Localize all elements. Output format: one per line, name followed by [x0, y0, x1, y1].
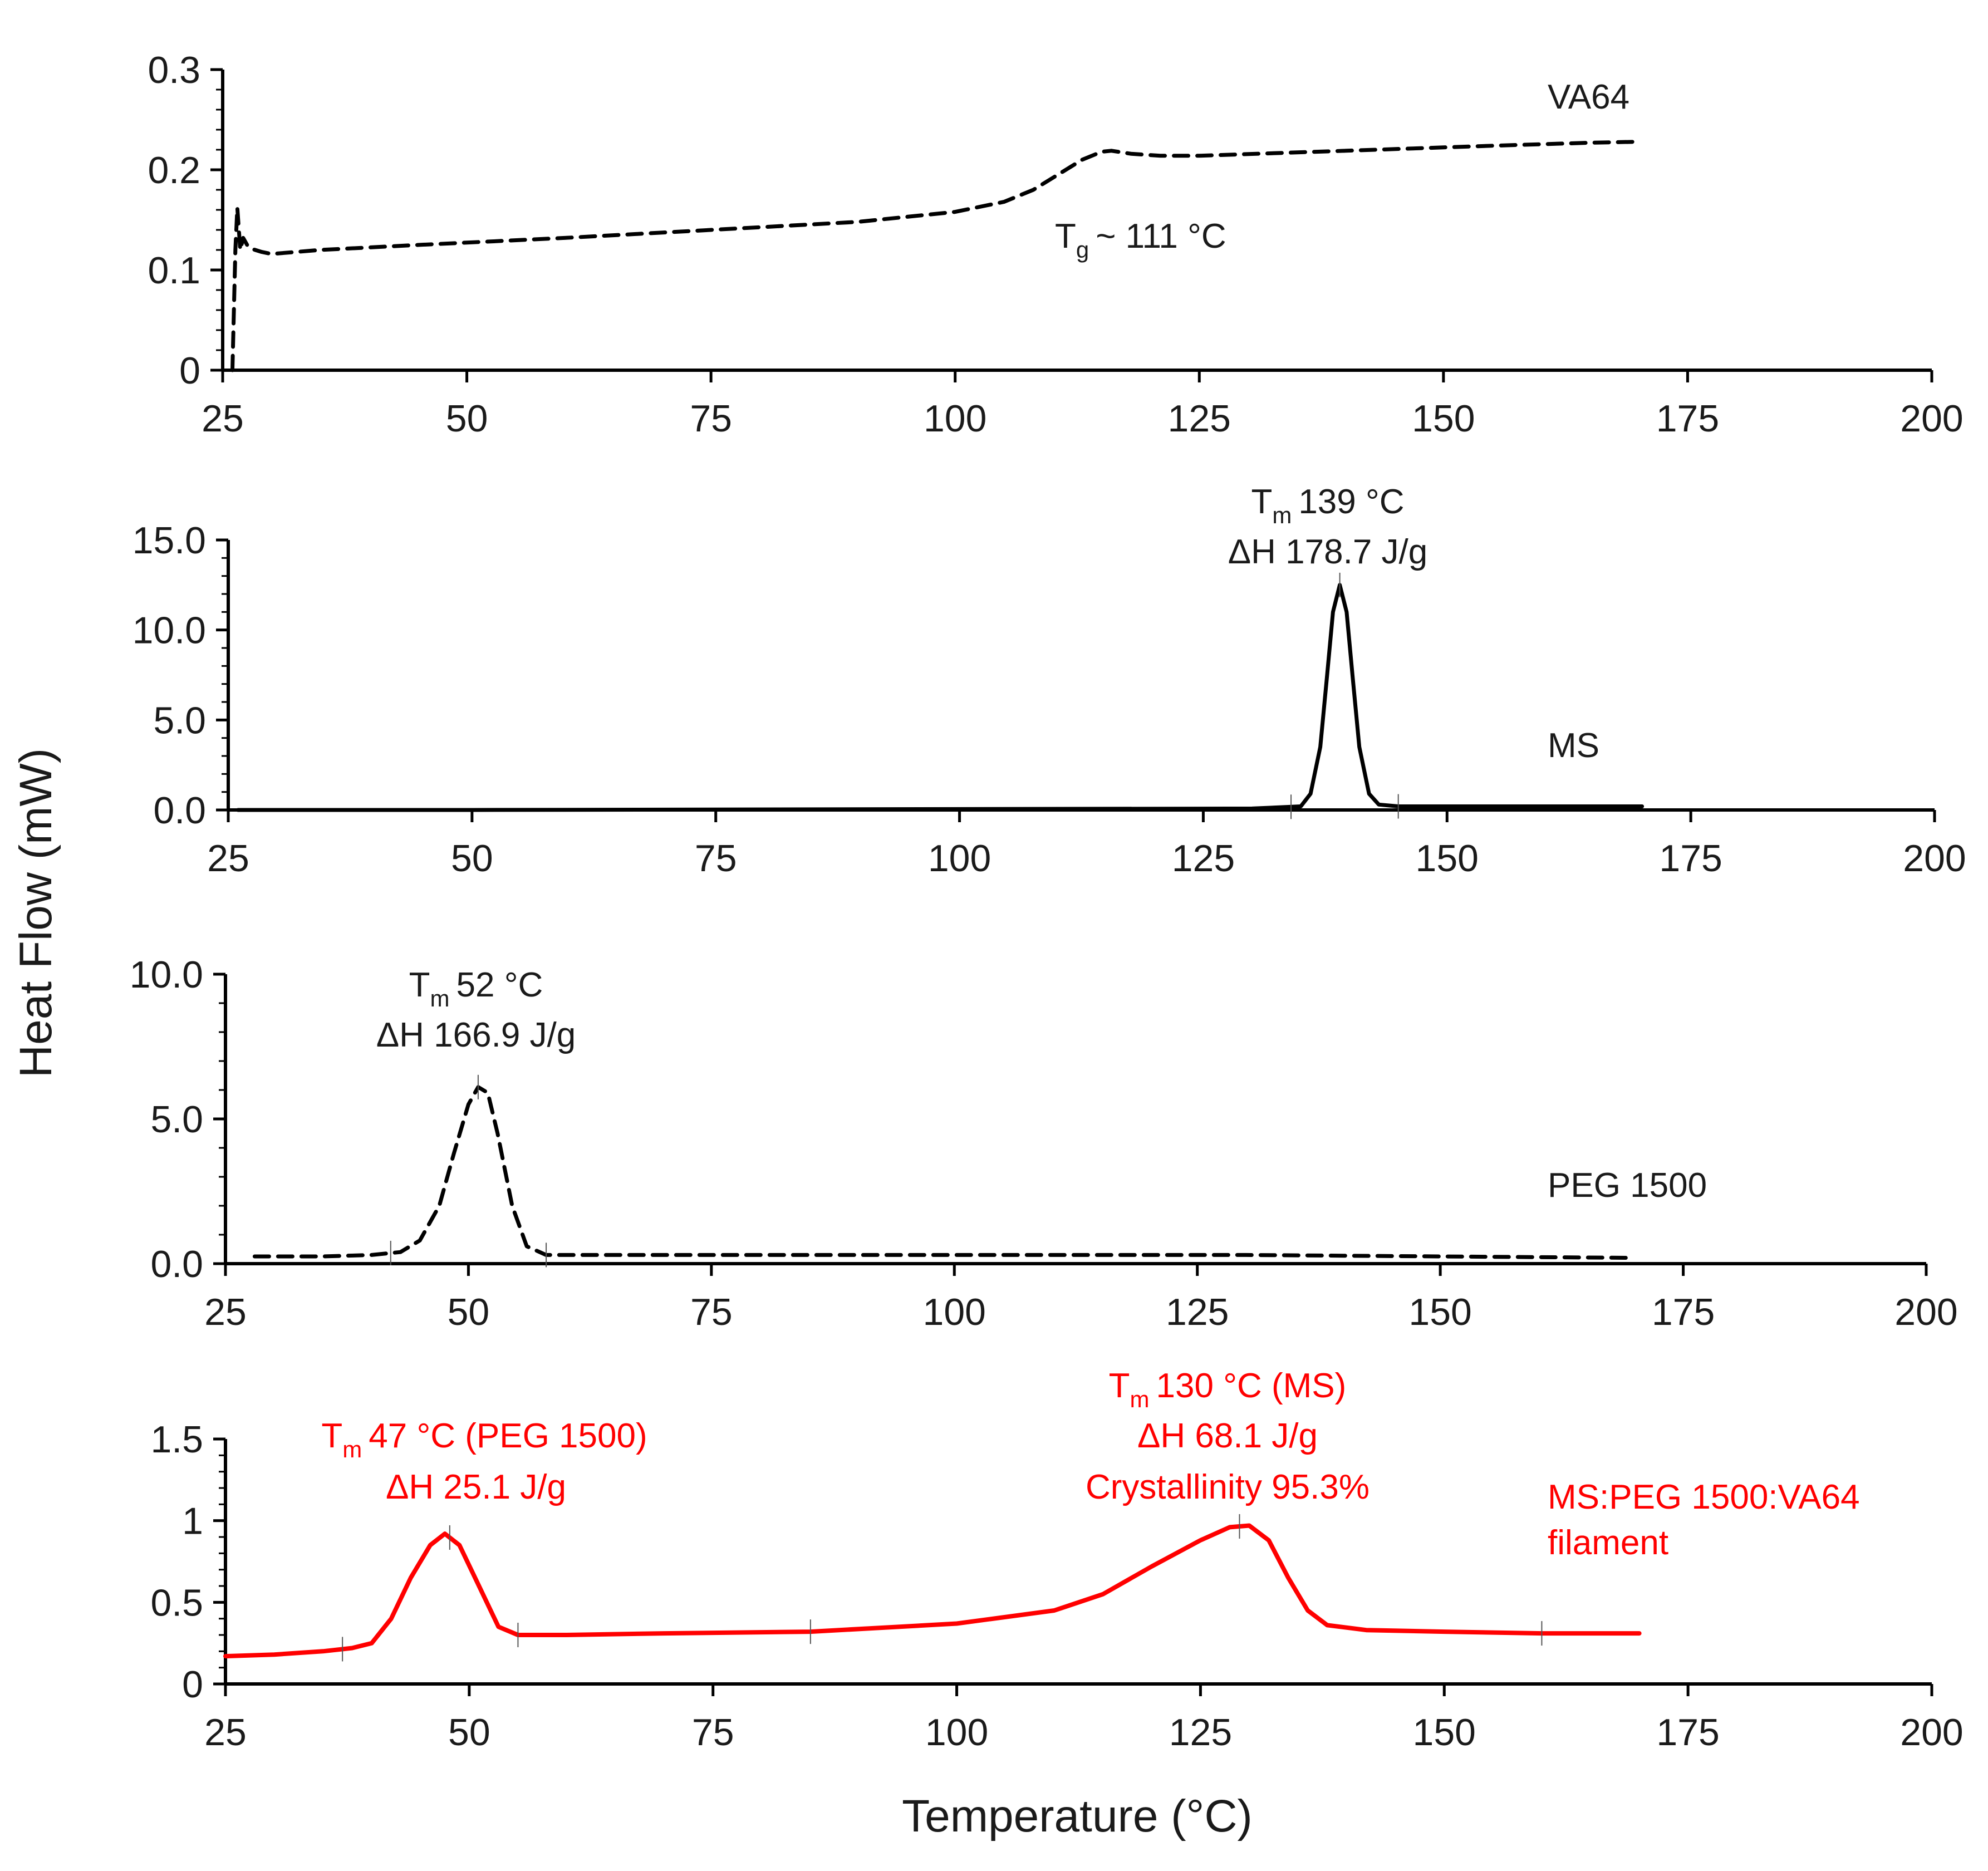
- annotation-fil-ms-tm: Tm 130 °C (MS): [1109, 1367, 1347, 1412]
- x-tick-label: 75: [692, 1711, 734, 1754]
- x-tick-label: 25: [204, 1291, 247, 1333]
- x-tick-label: 200: [1903, 837, 1966, 880]
- y-tick-label: 5.0: [150, 1098, 203, 1141]
- y-tick-label: 15.0: [132, 519, 206, 562]
- x-tick-label: 175: [1659, 837, 1722, 880]
- y-tick-label: 0.5: [150, 1582, 203, 1624]
- series-line: [236, 583, 1645, 812]
- annotation-fil-peg-dh: ΔH 25.1 J/g: [386, 1468, 566, 1506]
- x-tick-label: 50: [448, 1291, 490, 1333]
- x-tick-label: 75: [695, 837, 737, 880]
- annotation-fil-crystallinity: Crystallinity 95.3%: [1086, 1468, 1369, 1506]
- y-axis-title: Heat Flow (mW): [11, 748, 61, 1078]
- x-tick-label: 100: [925, 1711, 988, 1754]
- x-axis-title: Temperature (°C): [902, 1791, 1253, 1841]
- x-tick-label: 200: [1900, 397, 1963, 440]
- y-tick-label: 0: [179, 350, 200, 392]
- x-tick-label: 25: [207, 837, 249, 880]
- x-tick-label: 175: [1656, 397, 1719, 440]
- series-label-ms: MS: [1548, 726, 1599, 765]
- annotation-peg-dh: ΔH 166.9 J/g: [376, 1016, 576, 1054]
- annotation-fil-ms-dh: ΔH 68.1 J/g: [1137, 1417, 1318, 1455]
- series-line: [223, 1523, 1642, 1659]
- x-tick-label: 50: [451, 837, 493, 880]
- y-tick-label: 0.3: [148, 49, 200, 91]
- x-tick-label: 25: [204, 1711, 247, 1754]
- series-line: [230, 140, 1641, 372]
- y-tick-label: 1.5: [150, 1418, 203, 1461]
- panel-peg1500: 25 50 75 100 125 150 175 200 0.0 5.0 10.0 PEG 1500…: [130, 954, 1958, 1333]
- x-tick-label: 50: [446, 397, 488, 440]
- y-tick-label: 10.0: [132, 610, 206, 652]
- x-tick-label: 75: [690, 1291, 733, 1333]
- annotation-ms-dh: ΔH 178.7 J/g: [1228, 533, 1428, 571]
- y-tick-label: 0.2: [148, 149, 200, 191]
- y-tick-label: 0.0: [153, 789, 206, 832]
- x-tick-label: 100: [923, 1291, 986, 1333]
- x-tick-label: 100: [928, 837, 991, 880]
- x-tick-label: 25: [202, 397, 244, 440]
- x-tick-label: 150: [1408, 1291, 1471, 1333]
- annotation-fil-peg-tm: Tm 47 °C (PEG 1500): [321, 1417, 647, 1462]
- x-tick-label: 200: [1894, 1291, 1957, 1333]
- series-label-va64: VA64: [1548, 78, 1629, 116]
- panel-filament: 25 50 75 100 125 150 175 200 0 0.5 1 1.5 MS:PEG 150…: [150, 1367, 1963, 1754]
- x-tick-label: 200: [1900, 1711, 1963, 1754]
- x-tick-label: 125: [1166, 1291, 1229, 1333]
- panel-ms: 25 50 75 100 125 150 175 200 0.0 5.0 10.0 15.0 MS T…: [132, 483, 1966, 880]
- y-tick-label: 0.0: [150, 1243, 203, 1285]
- x-tick-label: 150: [1412, 397, 1475, 440]
- x-tick-label: 75: [690, 397, 732, 440]
- series-line: [252, 1085, 1637, 1260]
- y-tick-label: 10.0: [130, 954, 203, 996]
- series-label-filament: MS:PEG 1500:VA64 filament: [1548, 1478, 1860, 1562]
- x-tick-label: 50: [448, 1711, 490, 1754]
- x-tick-label: 100: [924, 397, 986, 440]
- x-tick-label: 150: [1416, 837, 1479, 880]
- x-tick-label: 125: [1169, 1711, 1232, 1754]
- y-tick-label: 5.0: [153, 699, 206, 741]
- y-tick-label: 0: [182, 1663, 203, 1706]
- panel-va64: 25 50 75 100 125 150 175 200 0 0.1 0.2 0.3 VA64 Tg ~…: [148, 49, 1963, 440]
- x-tick-label: 175: [1652, 1291, 1715, 1333]
- x-tick-label: 125: [1168, 397, 1231, 440]
- y-tick-label: 0.1: [148, 249, 200, 292]
- series-label-peg1500: PEG 1500: [1548, 1166, 1707, 1205]
- x-tick-label: 175: [1656, 1711, 1719, 1754]
- y-tick-label: 1: [182, 1500, 203, 1543]
- x-tick-label: 150: [1413, 1711, 1476, 1754]
- annotation-tg: Tg ~ 111 °C: [1055, 217, 1226, 263]
- x-tick-label: 125: [1172, 837, 1235, 880]
- annotation-ms-tm: Tm 139 °C: [1251, 483, 1404, 528]
- annotation-peg-tm: Tm 52 °C: [409, 966, 543, 1011]
